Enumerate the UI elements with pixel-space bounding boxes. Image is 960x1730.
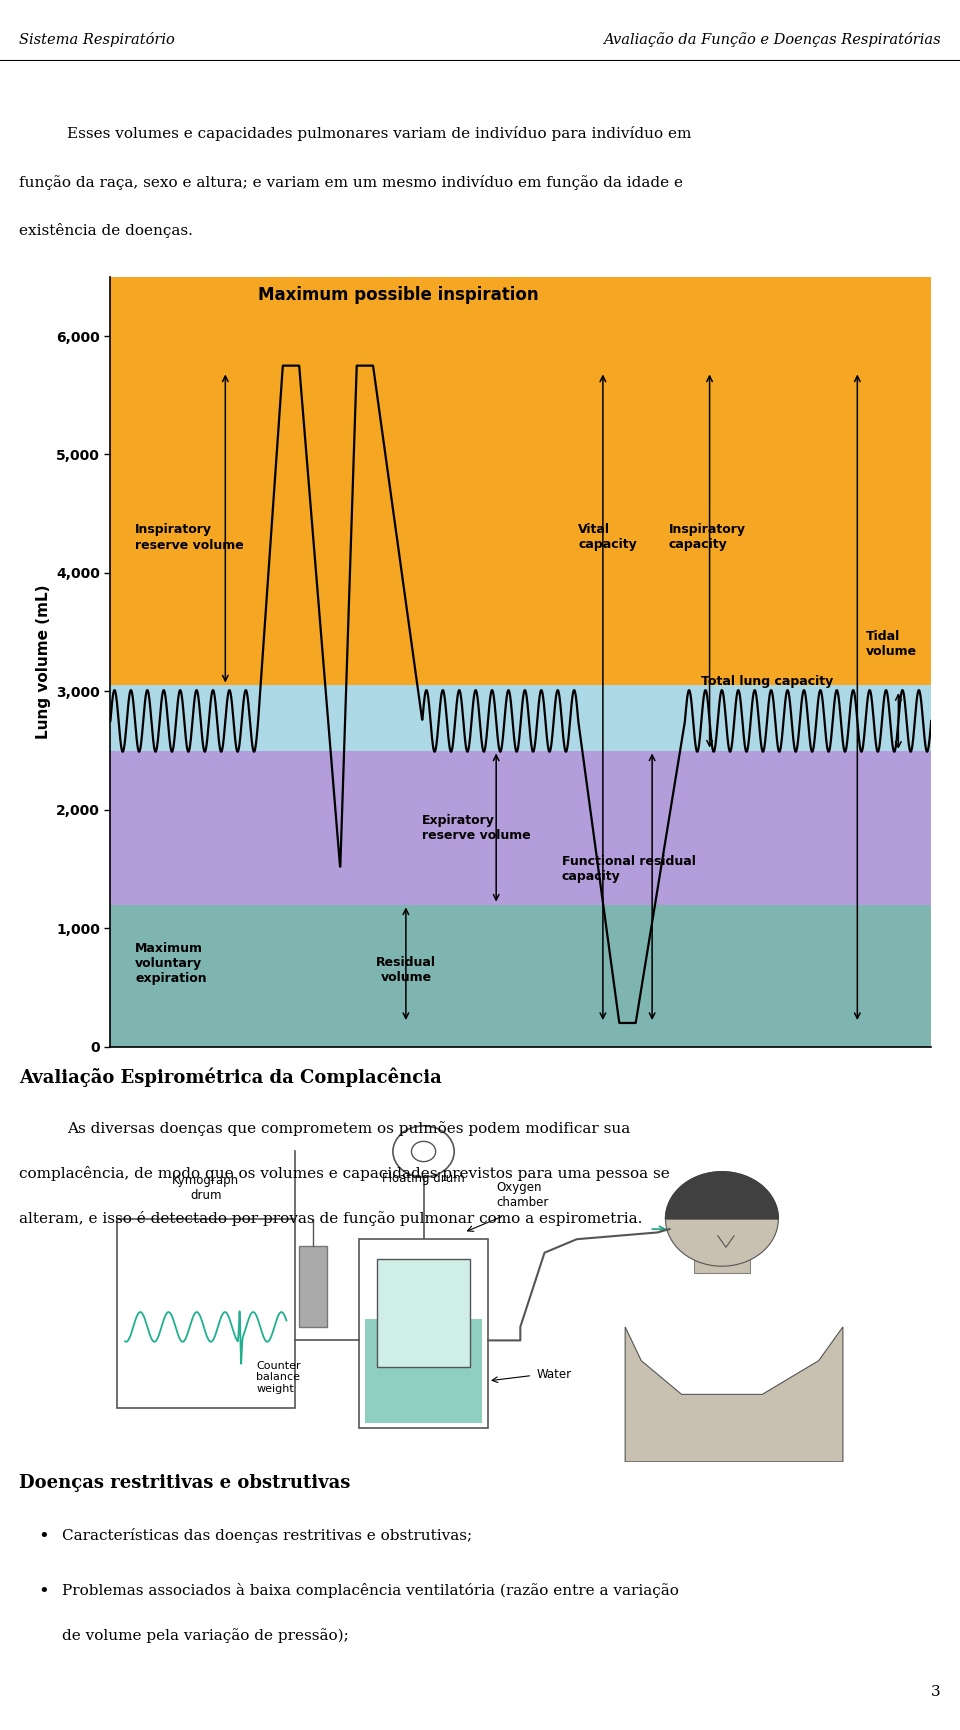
Bar (359, 1239, 488, 1429)
Text: Avaliação Espirométrica da Complacência: Avaliação Espirométrica da Complacência (19, 1067, 442, 1086)
Text: Maximum
voluntary
expiration: Maximum voluntary expiration (135, 943, 206, 986)
Text: Total lung capacity: Total lung capacity (702, 675, 833, 689)
Text: Problemas associados à baixa complacência ventilatória (razão entre a variação: Problemas associados à baixa complacênci… (62, 1583, 680, 1599)
Bar (110, 751, 931, 905)
Text: Oxygen
chamber: Oxygen chamber (496, 1182, 548, 1209)
Circle shape (665, 1171, 779, 1266)
Text: Vital
capacity: Vital capacity (578, 524, 637, 552)
Text: Tidal
volume: Tidal volume (866, 630, 917, 657)
Text: 3: 3 (931, 1685, 941, 1699)
Circle shape (412, 1142, 436, 1161)
Text: Residual
volume: Residual volume (376, 955, 436, 984)
Bar (366, 1318, 482, 1422)
Text: Water: Water (537, 1368, 571, 1381)
Text: Functional residual
capacity: Functional residual capacity (562, 855, 696, 882)
Text: alteram, e isso é detectado por provas de função pulmonar como a espirometria.: alteram, e isso é detectado por provas d… (19, 1211, 642, 1227)
Polygon shape (625, 1327, 843, 1462)
Bar (117, 1220, 295, 1408)
Text: Doenças restritivas e obstrutivas: Doenças restritivas e obstrutivas (19, 1474, 350, 1491)
Text: Counter
balance
weight: Counter balance weight (256, 1360, 300, 1394)
Wedge shape (665, 1171, 779, 1220)
Text: existência de doenças.: existência de doenças. (19, 223, 193, 239)
Text: Kymograph
drum: Kymograph drum (172, 1175, 239, 1202)
Bar (376, 1259, 470, 1367)
Text: •: • (38, 1583, 49, 1600)
Text: função da raça, sexo e altura; e variam em um mesmo indivíduo em função da idade: função da raça, sexo e altura; e variam … (19, 175, 684, 190)
Text: Inspiratory
reserve volume: Inspiratory reserve volume (135, 522, 244, 552)
Text: Sistema Respiratório: Sistema Respiratório (19, 33, 175, 47)
Text: Avaliação da Função e Doenças Respiratórias: Avaliação da Função e Doenças Respiratór… (603, 33, 941, 47)
Text: As diversas doenças que comprometem os pulmões podem modificar sua: As diversas doenças que comprometem os p… (67, 1121, 631, 1137)
Text: Maximum possible inspiration: Maximum possible inspiration (258, 285, 539, 303)
Bar (694, 1225, 750, 1273)
Bar (110, 905, 931, 1047)
Text: de volume pela variação de pressão);: de volume pela variação de pressão); (62, 1628, 349, 1643)
Y-axis label: Lung volume (mL): Lung volume (mL) (36, 585, 51, 739)
Text: Características das doenças restritivas e obstrutivas;: Características das doenças restritivas … (62, 1528, 472, 1543)
Text: Esses volumes e capacidades pulmonares variam de indivíduo para indivíduo em: Esses volumes e capacidades pulmonares v… (67, 126, 691, 142)
Circle shape (393, 1126, 454, 1176)
Text: Floating drum: Floating drum (382, 1173, 465, 1185)
Bar (299, 1246, 326, 1327)
Text: Inspiratory
capacity: Inspiratory capacity (668, 524, 746, 552)
Text: complacência, de modo que os volumes e capacidades previstos para uma pessoa se: complacência, de modo que os volumes e c… (19, 1166, 670, 1182)
Text: •: • (38, 1528, 49, 1545)
Text: Expiratory
reserve volume: Expiratory reserve volume (422, 813, 531, 841)
Bar (110, 685, 931, 751)
